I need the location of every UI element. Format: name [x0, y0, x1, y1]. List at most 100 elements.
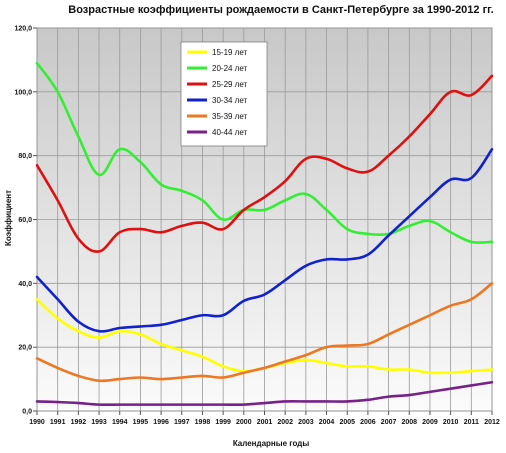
- data-point: [284, 199, 286, 201]
- data-point: [450, 179, 452, 181]
- data-point: [160, 231, 162, 233]
- x-tick-label: 2002: [277, 419, 293, 426]
- data-point: [470, 370, 472, 372]
- x-tick-label: 2010: [443, 419, 459, 426]
- data-point: [98, 174, 100, 176]
- series-line: [35, 380, 494, 407]
- data-point: [429, 372, 431, 374]
- x-tick-label: 1999: [215, 419, 231, 426]
- data-point: [202, 199, 204, 201]
- data-point: [77, 402, 79, 404]
- data-point: [284, 279, 286, 281]
- x-tick-label: 2007: [381, 419, 397, 426]
- x-tick-label: 2004: [319, 419, 335, 426]
- legend-label: 20-24 лет: [212, 64, 248, 73]
- data-point: [140, 377, 142, 379]
- data-point: [450, 388, 452, 390]
- data-point: [264, 294, 266, 296]
- data-point: [243, 372, 245, 374]
- data-point: [36, 62, 38, 64]
- x-tick-label: 1996: [153, 419, 169, 426]
- y-axis-label: Коэффициент: [4, 190, 13, 246]
- data-point: [119, 231, 121, 233]
- data-point: [36, 164, 38, 166]
- data-point: [450, 231, 452, 233]
- x-tick-label: 1997: [174, 419, 190, 426]
- data-point: [181, 225, 183, 227]
- data-point: [305, 359, 307, 361]
- series-6: [35, 380, 494, 407]
- data-point: [77, 136, 79, 138]
- data-point: [491, 369, 493, 371]
- x-tick-label: 1991: [50, 419, 66, 426]
- data-point: [77, 238, 79, 240]
- data-point: [305, 265, 307, 267]
- data-point: [98, 380, 100, 382]
- data-point: [470, 177, 472, 179]
- data-point: [491, 148, 493, 150]
- data-point: [429, 391, 431, 393]
- data-point: [346, 228, 348, 230]
- data-point: [429, 314, 431, 316]
- data-point: [305, 193, 307, 195]
- data-point: [77, 375, 79, 377]
- data-point: [408, 215, 410, 217]
- data-point: [264, 402, 266, 404]
- data-point: [57, 298, 59, 300]
- data-point: [222, 228, 224, 230]
- data-point: [346, 345, 348, 347]
- data-point: [367, 365, 369, 367]
- data-point: [346, 365, 348, 367]
- x-axis: 1990 1991 1992 1993 1994 1995 1996 1997 1998 1999…: [29, 411, 500, 426]
- series-layer: [35, 61, 494, 407]
- data-point: [243, 404, 245, 406]
- x-tick-label: 2008: [401, 419, 417, 426]
- data-point: [450, 372, 452, 374]
- data-point: [140, 326, 142, 328]
- data-point: [388, 155, 390, 157]
- legend-label: 15-19 лет: [212, 48, 248, 57]
- data-point: [346, 168, 348, 170]
- y-tick-label: 40,0: [18, 281, 32, 288]
- data-point: [181, 319, 183, 321]
- data-point: [222, 219, 224, 221]
- legend-label: 25-29 лет: [212, 80, 248, 89]
- series-line: [35, 61, 494, 244]
- data-point: [367, 399, 369, 401]
- data-point: [305, 401, 307, 403]
- data-point: [36, 298, 38, 300]
- x-tick-label: 1994: [112, 419, 128, 426]
- data-point: [98, 404, 100, 406]
- series-2: [35, 61, 494, 244]
- data-point: [119, 330, 121, 332]
- x-tick-label: 2006: [360, 419, 376, 426]
- data-point: [202, 404, 204, 406]
- series-line: [35, 282, 494, 383]
- y-axis: 0,0 20,0 40,0 60,0 80,0 100,0 120,0: [14, 26, 37, 416]
- data-point: [140, 334, 142, 336]
- series-3: [35, 74, 494, 253]
- data-point: [222, 365, 224, 367]
- x-tick-label: 2005: [339, 419, 355, 426]
- x-tick-label: 2001: [257, 419, 273, 426]
- data-point: [326, 346, 328, 348]
- data-point: [491, 241, 493, 243]
- data-point: [160, 378, 162, 380]
- data-point: [202, 314, 204, 316]
- data-point: [181, 377, 183, 379]
- y-tick-label: 20,0: [18, 345, 32, 352]
- data-point: [367, 254, 369, 256]
- data-point: [57, 91, 59, 93]
- data-point: [408, 394, 410, 396]
- y-tick-label: 0,0: [22, 409, 32, 416]
- x-tick-label: 2000: [236, 419, 252, 426]
- data-point: [367, 343, 369, 345]
- data-point: [119, 327, 121, 329]
- y-tick-label: 120,0: [14, 26, 32, 33]
- data-point: [491, 75, 493, 77]
- data-point: [491, 282, 493, 284]
- data-point: [243, 209, 245, 211]
- y-tick-label: 100,0: [14, 89, 32, 96]
- data-point: [470, 241, 472, 243]
